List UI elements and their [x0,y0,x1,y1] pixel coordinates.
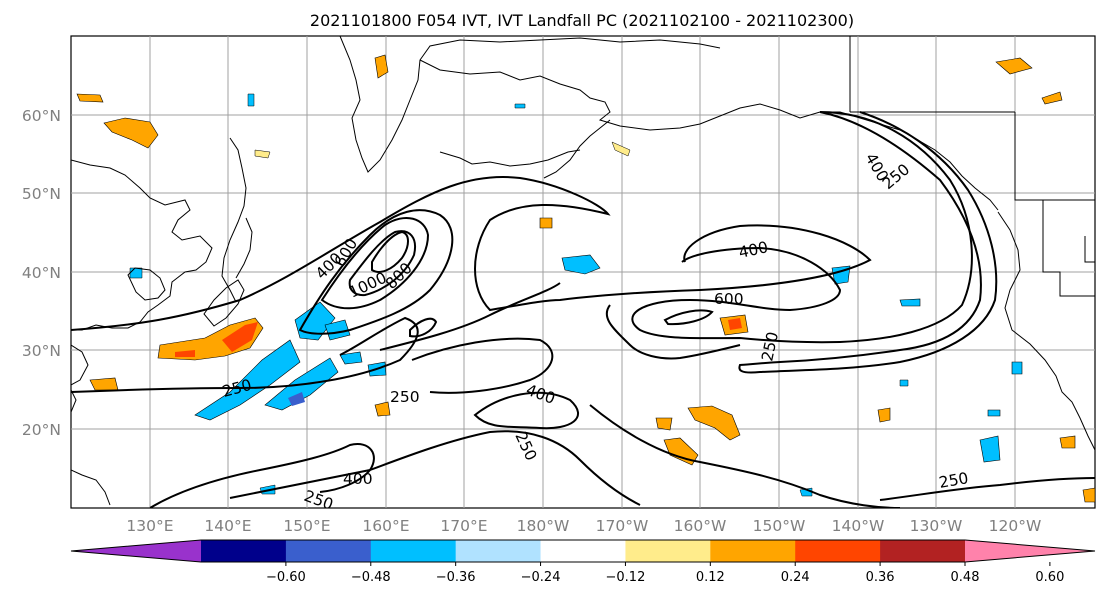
lon-tick-labels: 130°E 140°E 150°E 160°E 170°E 180°W 170°… [126,517,1041,535]
lat-tick-label: 60°N [22,107,61,125]
colorbar-segment [540,540,626,562]
lon-tick-label: 120°W [989,517,1042,535]
contour-label: 400 [343,470,373,488]
lat-tick-label: 50°N [22,185,61,203]
contour-label: 400 [737,238,770,262]
colorbar-segment [710,540,796,562]
figure-title: 2021101800 F054 IVT, IVT Landfall PC (20… [310,11,854,30]
lon-tick-label: 160°W [674,517,727,535]
lat-tick-labels: 20°N 30°N 40°N 50°N 60°N [22,107,61,439]
colorbar-tick-label: −0.24 [521,570,561,585]
colorbar-segment [201,540,287,562]
contour-label: 600 [714,290,744,308]
lon-tick-label: 150°W [753,517,806,535]
lat-tick-label: 40°N [22,264,61,282]
colorbar-extend-low [71,540,201,562]
colorbar-tick-label: −0.60 [266,570,306,585]
ivt-contours [71,111,1095,508]
lon-tick-label: 140°W [832,517,885,535]
colorbar-tick-label: 0.36 [866,570,895,585]
lon-tick-label: 160°E [362,517,409,535]
colorbar-tick-label: 0.12 [696,570,725,585]
lon-tick-label: 130°W [910,517,963,535]
colorbar-tick-label: 0.24 [781,570,810,585]
lon-tick-label: 140°E [204,517,251,535]
colorbar-tick-label: −0.48 [351,570,391,585]
colorbar-segment [455,540,542,562]
positive-anomaly-shading [76,54,1095,503]
colorbar-tick-label: 0.48 [951,570,980,585]
colorbar-tick-label: −0.36 [436,570,476,585]
contour-label: 250 [758,330,782,363]
lon-tick-label: 180°W [517,517,570,535]
colorbar: −0.60 −0.48 −0.36 −0.24 −0.12 0.12 0.24 0.36 0.4… [70,539,1096,585]
lon-tick-label: 170°E [440,517,487,535]
colorbar-tick-label: −0.12 [606,570,646,585]
borders [849,36,1095,297]
contour-label: 250 [938,469,970,492]
lon-tick-label: 170°W [596,517,649,535]
colorbar-segment [285,540,372,562]
colorbar-extend-high [965,540,1095,562]
contour-label: 250 [390,388,420,406]
colorbar-outline [70,539,1096,563]
colorbar-segment [880,540,966,562]
lat-tick-label: 30°N [22,342,61,360]
colorbar-segment [795,540,881,562]
lat-tick-label: 20°N [22,421,61,439]
colorbar-segment [625,540,711,562]
lon-tick-label: 150°E [283,517,330,535]
colorbar-segment [370,540,457,562]
coastlines [71,36,1095,506]
lon-tick-label: 130°E [126,517,173,535]
colorbar-tick-label: 0.60 [1035,570,1064,585]
